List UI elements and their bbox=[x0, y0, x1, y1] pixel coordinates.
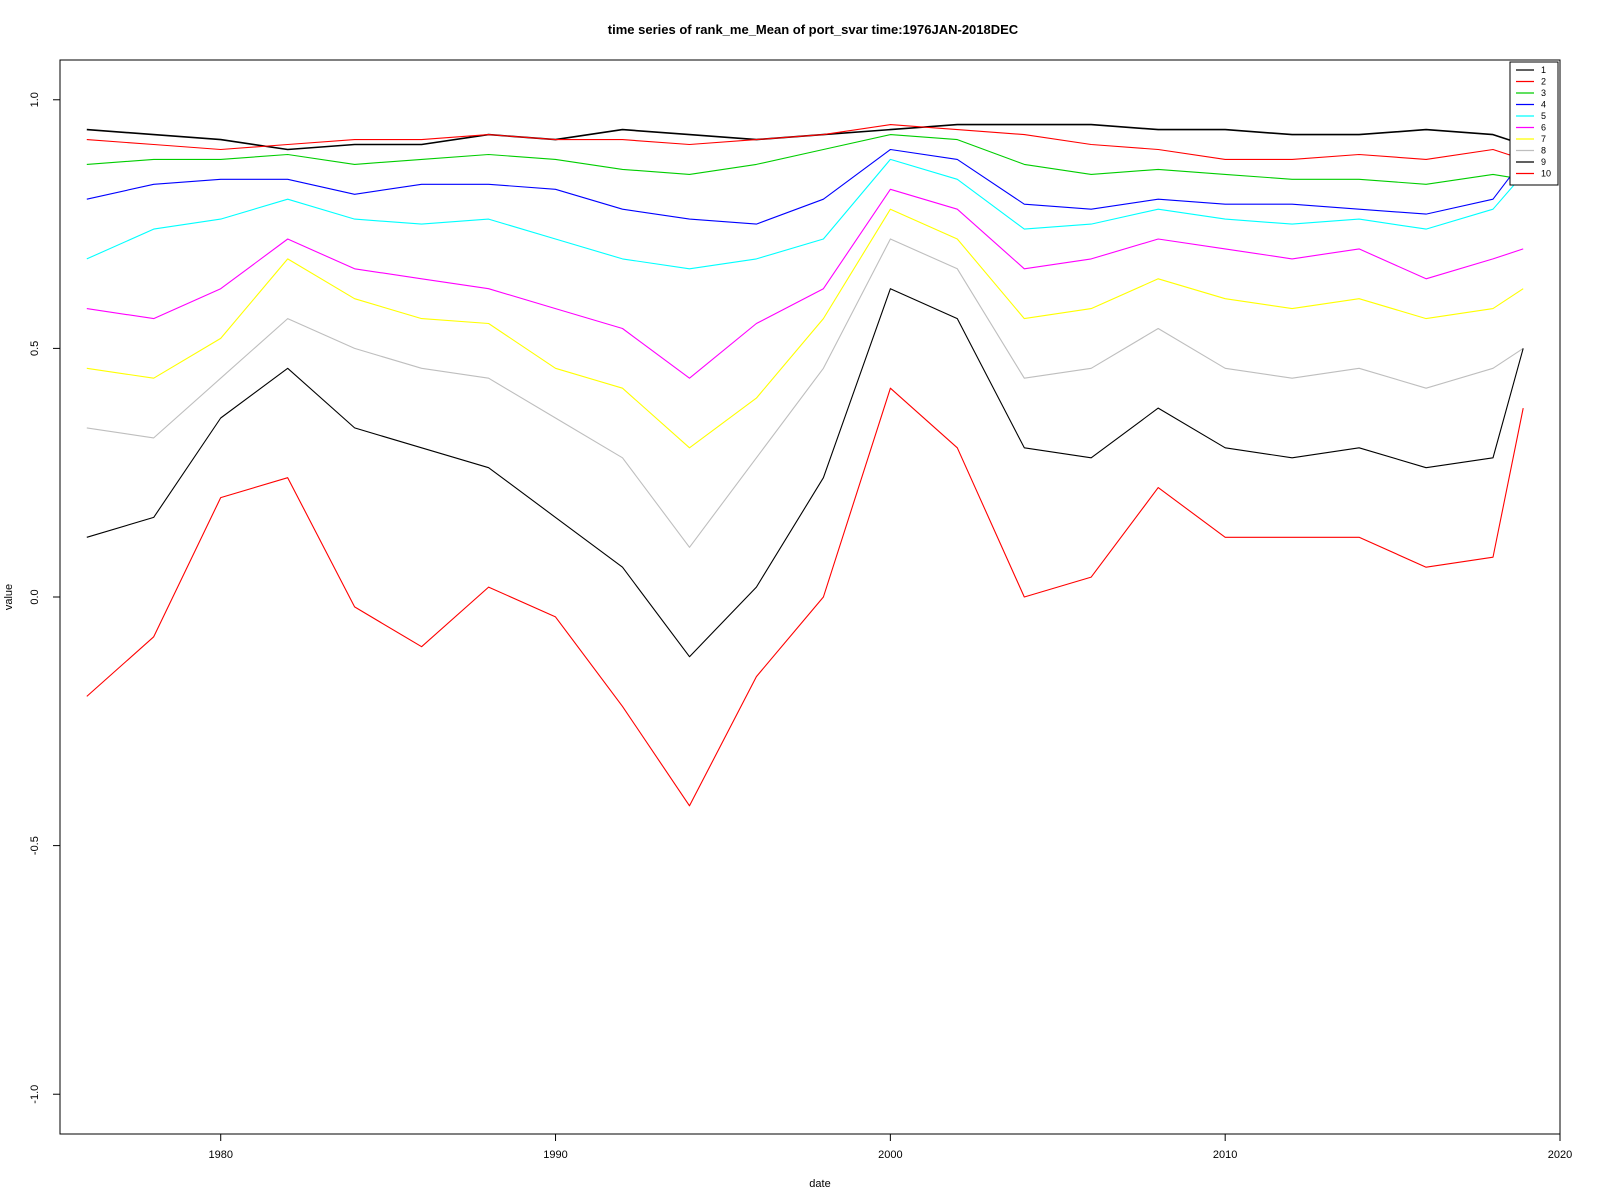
series-line-4 bbox=[86, 148, 1524, 225]
x-tick-label: 2020 bbox=[1548, 1149, 1572, 1161]
y-tick-label: 0.5 bbox=[29, 341, 41, 356]
series-line-10 bbox=[86, 387, 1524, 807]
legend-label-9: 9 bbox=[1541, 157, 1546, 167]
series-line-1 bbox=[86, 123, 1524, 151]
series-line-7 bbox=[86, 208, 1524, 449]
x-axis-label: date bbox=[809, 1178, 830, 1190]
x-tick-label: 2000 bbox=[878, 1149, 902, 1161]
series-line-5 bbox=[86, 158, 1524, 270]
series-line-3 bbox=[86, 134, 1524, 185]
legend-label-10: 10 bbox=[1541, 169, 1551, 179]
x-tick-label: 1990 bbox=[543, 1149, 567, 1161]
x-tick-label: 2010 bbox=[1213, 1149, 1237, 1161]
y-axis: -1.0 -0.5 0.0 0.5 1.0 bbox=[29, 92, 61, 1104]
series-line-2 bbox=[86, 124, 1524, 160]
legend: 1 23 45 67 89 10 bbox=[1509, 61, 1559, 186]
series-line-6 bbox=[86, 188, 1524, 379]
legend-label-6: 6 bbox=[1541, 123, 1546, 133]
series-group bbox=[86, 123, 1524, 807]
y-axis-label: value bbox=[3, 584, 15, 610]
legend-label-5: 5 bbox=[1541, 111, 1546, 121]
legend-label-3: 3 bbox=[1541, 88, 1546, 98]
x-tick-label: 1980 bbox=[208, 1149, 232, 1161]
legend-label-4: 4 bbox=[1541, 100, 1546, 110]
series-line-9 bbox=[86, 288, 1524, 658]
legend-label-1: 1 bbox=[1541, 65, 1546, 75]
x-axis: 1980 1990 2000 2010 2020 bbox=[208, 1133, 1572, 1161]
y-tick-label: 1.0 bbox=[29, 92, 41, 107]
legend-label-7: 7 bbox=[1541, 134, 1546, 144]
legend-label-2: 2 bbox=[1541, 77, 1546, 87]
series-line-8 bbox=[86, 238, 1524, 548]
y-tick-label: -1.0 bbox=[29, 1085, 41, 1104]
chart-title: time series of rank_me_Mean of port_svar… bbox=[608, 22, 1019, 37]
y-tick-label: -0.5 bbox=[29, 836, 41, 855]
legend-label-8: 8 bbox=[1541, 146, 1546, 156]
legend-box bbox=[1509, 61, 1559, 186]
y-tick-label: 0.0 bbox=[29, 589, 41, 604]
